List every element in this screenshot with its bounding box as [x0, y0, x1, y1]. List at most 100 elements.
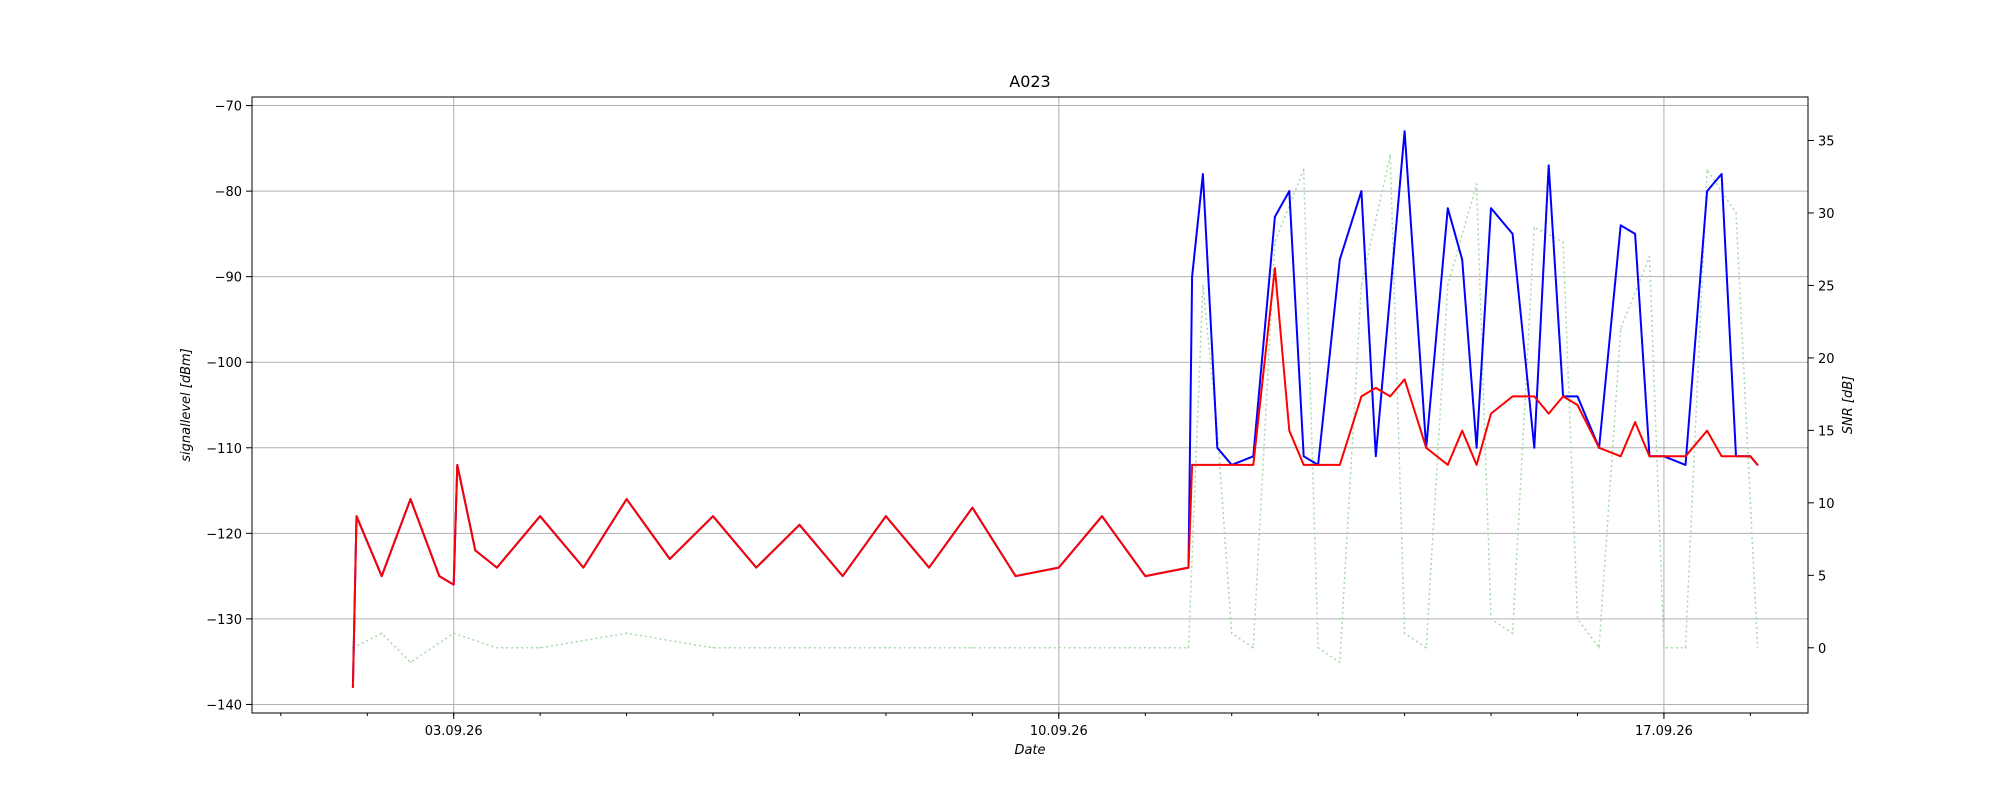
series-point-red [1756, 464, 1759, 466]
series-point-red [1706, 429, 1708, 432]
y-tick-label-left: −80 [215, 185, 242, 200]
series-point-red [1288, 429, 1291, 432]
series-point-red [1475, 464, 1478, 466]
series-point-red [1562, 395, 1564, 398]
series-point-red [355, 515, 358, 517]
series-point-red [1014, 575, 1017, 577]
series-point-red [1187, 566, 1190, 569]
series-point-red [1058, 566, 1060, 569]
series-point-red [1274, 267, 1276, 269]
series-point-red [496, 566, 498, 569]
series-point-red [474, 549, 477, 552]
series-point-snr [885, 647, 887, 649]
series-point-red [1533, 395, 1536, 398]
series-point-snr [1302, 168, 1305, 171]
series-line-blue [351, 130, 1759, 688]
series-point-red [841, 575, 844, 577]
series-point-red [438, 575, 441, 577]
series-point-blue [1720, 173, 1723, 175]
y-tick-label-right: 25 [1818, 279, 1835, 294]
series-point-snr [1339, 661, 1341, 664]
series-point-blue [1191, 275, 1193, 278]
series-point-snr [1252, 647, 1255, 649]
series-point-red [1202, 464, 1204, 466]
series-point-red [712, 515, 714, 517]
series-point-snr [625, 632, 628, 635]
series-point-blue [1375, 455, 1377, 458]
y-tick-label-right: 15 [1818, 424, 1835, 439]
series-point-red [1375, 387, 1377, 389]
series-point-red [885, 515, 887, 517]
x-tick-label: 03.09.26 [425, 724, 483, 739]
series-point-snr [1187, 647, 1190, 649]
series-point-red [1576, 404, 1579, 406]
series-line-red [351, 267, 1759, 688]
y-tick-label-right: 30 [1818, 207, 1835, 222]
series-point-red [1360, 395, 1363, 398]
series-point-red [1461, 429, 1463, 432]
series-point-snr [1490, 618, 1492, 620]
series-point-red [928, 566, 930, 569]
series-point-blue [1302, 455, 1305, 458]
series-point-snr [1735, 212, 1737, 214]
y-tick-label-right: 10 [1818, 497, 1835, 512]
series-point-red [1302, 464, 1305, 466]
series-point-snr [1058, 647, 1060, 649]
series-point-snr [1425, 647, 1427, 649]
series-point-red [1547, 412, 1550, 415]
series-point-red [456, 464, 459, 466]
series-point-snr [1684, 647, 1687, 649]
y-tick-label-left: −90 [215, 271, 242, 286]
series-point-red [1403, 378, 1406, 381]
series-point-snr [1756, 647, 1759, 649]
series-point-red [1720, 455, 1723, 458]
series-point-red [1216, 464, 1219, 466]
plot-frame [251, 96, 1809, 714]
series-point-snr [1475, 183, 1478, 185]
series-point-red [409, 498, 412, 500]
series-point-red [798, 524, 801, 526]
series-point-blue [1619, 224, 1622, 227]
series-point-snr [1202, 284, 1204, 287]
x-tick-label: 10.09.26 [1030, 724, 1088, 739]
series-point-red [1425, 447, 1427, 449]
series-point-snr [1403, 632, 1406, 635]
series-point-snr [496, 647, 498, 649]
series-point-red [1663, 455, 1665, 458]
series-point-blue [1634, 233, 1636, 235]
series-point-snr [1533, 226, 1536, 229]
series-point-snr [1389, 154, 1391, 156]
series-point-red [1191, 464, 1193, 466]
series-point-red [971, 506, 974, 509]
series-point-snr [712, 647, 714, 649]
series-point-snr [409, 661, 412, 664]
y-ticks-left: −140 −130 −120 −110 −100 −90 −80 −70 [206, 100, 252, 713]
series-point-snr [1317, 647, 1319, 649]
series-point-red [582, 566, 585, 569]
series-point-blue [1339, 258, 1341, 261]
y-tick-label-left: −70 [215, 100, 242, 115]
series-point-snr [1706, 168, 1708, 171]
series-point-red [452, 583, 455, 586]
series-point-snr [1144, 647, 1147, 649]
series-point-blue [1576, 395, 1579, 398]
series-point-snr [798, 647, 801, 649]
series-point-snr [452, 632, 455, 635]
series-point-red [1230, 464, 1233, 466]
series-point-red [1619, 455, 1622, 458]
series-point-snr [1447, 284, 1449, 287]
series-point-red [625, 498, 628, 500]
y-tick-label-right: 35 [1818, 134, 1835, 149]
series-point-snr [1576, 618, 1579, 620]
series-point-red [1101, 515, 1103, 517]
y-tick-label-left: −100 [206, 356, 242, 371]
series-point-blue [1684, 464, 1687, 466]
series-point-red [1389, 395, 1391, 398]
x-axis-label: Date [1014, 743, 1045, 758]
series-point-snr [380, 632, 383, 635]
y-axis-label-left: signallevel [dBm] [179, 348, 194, 461]
y-axis-label-right: SNR [dB] [1841, 376, 1856, 434]
x-tick-label: 17.09.26 [1635, 724, 1693, 739]
series-point-red [1144, 575, 1147, 577]
